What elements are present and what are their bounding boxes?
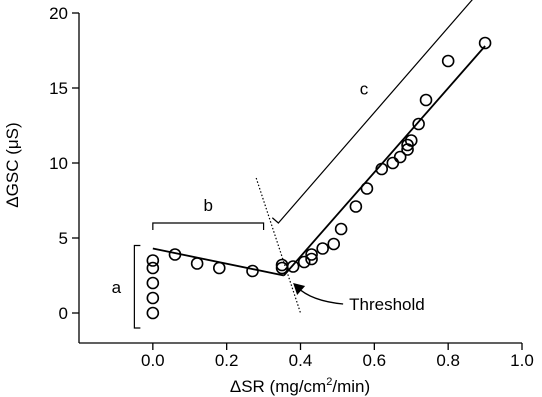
y-axis-title: ΔGSC (μS): [3, 122, 22, 207]
y-tick-label: 20: [49, 4, 68, 23]
bracket-b: [152, 222, 265, 230]
y-tick-label: 0: [59, 304, 68, 323]
data-point: [146, 291, 160, 305]
x-tick-label: 1.0: [510, 351, 534, 370]
bracket-a: [133, 244, 141, 329]
bracket-c: [271, 0, 473, 224]
annotations: a b c Threshold: [112, 0, 473, 329]
data-point: [246, 264, 259, 278]
x-tick-label: 0.2: [215, 351, 239, 370]
data-point: [404, 134, 418, 147]
threshold-arrowhead: [293, 283, 306, 295]
x-tick-label: 0.6: [363, 351, 387, 370]
data-point: [146, 261, 160, 275]
data-point: [386, 156, 400, 170]
data-point: [349, 200, 363, 213]
y-tick-label: 15: [49, 79, 68, 98]
data-point: [419, 93, 433, 107]
fit-lines: [152, 45, 486, 314]
x-tick-label: 0.8: [436, 351, 460, 370]
data-point: [478, 36, 492, 50]
fit-line: [283, 45, 486, 277]
label-b: b: [203, 196, 212, 215]
data-point: [441, 54, 455, 68]
data-points: [146, 36, 492, 320]
threshold-arrow: [296, 286, 344, 305]
data-point: [146, 306, 160, 320]
x-tick-label: 0.0: [141, 351, 165, 370]
data-point: [146, 254, 160, 267]
x-tick-label: 0.4: [289, 351, 313, 370]
data-point: [146, 276, 160, 290]
axes: [78, 13, 522, 344]
data-point: [375, 162, 389, 176]
data-point: [305, 252, 318, 266]
data-point: [212, 261, 226, 275]
data-point: [168, 248, 182, 261]
label-a: a: [112, 278, 122, 297]
threshold-line: [255, 177, 302, 314]
y-tick-label: 10: [49, 154, 68, 173]
data-point: [190, 257, 204, 270]
data-point: [297, 255, 311, 269]
data-point: [286, 260, 300, 273]
data-point: [334, 222, 348, 236]
ticks: 0.0 0.2 0.4 0.6 0.8 1.0 0 5 10 15 20: [49, 4, 534, 370]
data-point: [393, 150, 407, 164]
data-point: [305, 248, 318, 261]
threshold-label: Threshold: [349, 295, 425, 314]
data-point: [360, 182, 374, 195]
x-axis-title: ΔSR (mg/cm2/min): [230, 376, 370, 396]
label-c: c: [360, 79, 369, 98]
y-tick-label: 5: [59, 229, 68, 248]
data-point: [412, 117, 425, 131]
data-point: [316, 242, 329, 255]
data-point: [327, 237, 341, 251]
